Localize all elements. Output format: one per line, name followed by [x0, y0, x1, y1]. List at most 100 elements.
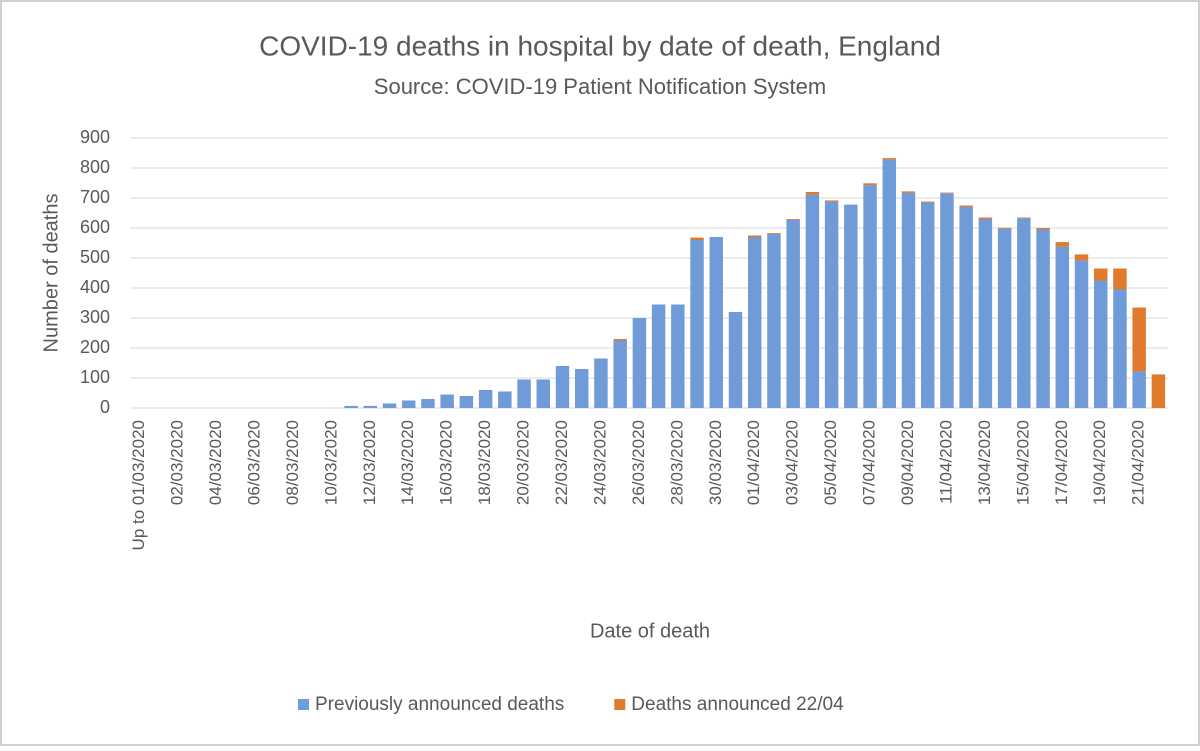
y-tick-label: 200: [80, 337, 110, 357]
bar-segment: [747, 235, 762, 237]
x-tick-label: 09/04/2020: [898, 420, 917, 505]
bar-segment: [805, 192, 820, 195]
bar-segment: [382, 403, 397, 408]
x-tick-label: 05/04/2020: [821, 420, 840, 505]
bar-segment: [363, 405, 378, 408]
x-tick-label: 02/03/2020: [168, 420, 187, 505]
x-tick-label: 10/03/2020: [321, 420, 340, 505]
bar-segment: [478, 390, 493, 408]
bar-segment: [555, 366, 570, 408]
bar-segment: [747, 237, 762, 408]
y-tick-label: 800: [80, 157, 110, 177]
bar-segment: [401, 400, 416, 408]
bar-segment: [1093, 280, 1108, 408]
legend-label: Deaths announced 22/04: [631, 694, 844, 715]
bar-segment: [1036, 229, 1050, 408]
x-tick-label: 30/03/2020: [706, 420, 725, 505]
y-tick-label: 600: [80, 217, 110, 237]
bar-segment: [440, 394, 454, 408]
bar-segment: [421, 399, 435, 408]
bar-segment: [940, 192, 954, 194]
x-tick-label: 08/03/2020: [283, 420, 302, 505]
x-tick-label: 16/03/2020: [437, 420, 456, 505]
bar-segment: [959, 205, 973, 207]
bar-segment: [459, 396, 474, 408]
bar-segment: [863, 185, 877, 408]
bar-segment: [1151, 374, 1166, 408]
x-tick-label: 03/04/2020: [783, 420, 802, 505]
bar-segment: [901, 191, 916, 193]
bar-segment: [1074, 260, 1089, 408]
x-tick-label: 14/03/2020: [398, 420, 417, 505]
bar-segment: [920, 201, 935, 203]
bar-segment: [767, 234, 781, 408]
bar-segment: [978, 219, 993, 408]
y-tick-label: 900: [80, 127, 110, 147]
bar-segment: [844, 204, 858, 408]
bar-segment: [690, 237, 704, 240]
x-tick-label: 24/03/2020: [590, 420, 609, 505]
bar-segment: [1055, 242, 1070, 247]
bar-segment: [594, 358, 608, 408]
bar-segment: [940, 193, 954, 408]
x-tick-label: 11/04/2020: [936, 420, 955, 504]
x-tick-label: 22/03/2020: [552, 420, 571, 505]
bar-segment: [786, 219, 800, 220]
bar-segment: [882, 159, 897, 408]
legend-swatch: [298, 699, 309, 710]
bar-segment: [613, 339, 627, 341]
x-tick-label: 21/04/2020: [1129, 420, 1148, 505]
bar-segment: [997, 227, 1012, 229]
bar-segment: [997, 228, 1012, 408]
y-tick-label: 400: [80, 277, 110, 297]
legend-swatch: [614, 699, 626, 710]
bar-segment: [613, 340, 627, 408]
chart-subtitle: Source: COVID-19 Patient Notification Sy…: [374, 74, 826, 99]
x-axis-title: Date of death: [590, 620, 710, 642]
bar-segment: [1017, 217, 1031, 219]
y-tick-label: 0: [100, 397, 110, 417]
bar-segment: [863, 183, 877, 186]
x-tick-label: 15/04/2020: [1013, 420, 1032, 505]
bar-segment: [671, 304, 685, 408]
bar-segment: [536, 379, 551, 408]
x-tick-label: 01/04/2020: [744, 420, 763, 505]
x-tick-label: 12/03/2020: [360, 420, 379, 505]
y-axis-title: Number of deaths: [40, 194, 62, 353]
bar-segment: [1055, 246, 1070, 408]
bar-segment: [959, 207, 973, 408]
x-tick-label: 04/03/2020: [206, 420, 225, 505]
bar-segment: [632, 318, 647, 408]
bar-segment: [824, 200, 839, 202]
bar-segment: [1132, 307, 1146, 372]
bar-segment: [1093, 268, 1108, 281]
x-tick-label: 13/04/2020: [975, 420, 994, 505]
x-tick-label: 26/03/2020: [629, 420, 648, 505]
legend-label: Previously announced deaths: [315, 694, 564, 715]
bar-segment: [786, 219, 800, 408]
bar-segment: [920, 202, 935, 408]
bar-segment: [344, 405, 358, 408]
x-tick-label: Up to 01/03/2020: [129, 420, 148, 550]
bar-segment: [574, 369, 589, 408]
x-tick-label: 07/04/2020: [860, 420, 879, 505]
bar-segment: [1074, 254, 1089, 261]
bar-segment: [709, 237, 724, 408]
y-tick-label: 700: [80, 187, 110, 207]
bar-segment: [882, 158, 897, 160]
x-tick-label: 19/04/2020: [1090, 420, 1109, 505]
bar-segment: [805, 194, 820, 408]
x-tick-label: 17/04/2020: [1052, 420, 1071, 505]
bar-segment: [651, 304, 666, 408]
bar-segment: [767, 233, 781, 234]
chart-title: COVID-19 deaths in hospital by date of d…: [259, 30, 941, 61]
bar-segment: [824, 201, 839, 408]
x-tick-label: 06/03/2020: [244, 420, 263, 505]
bar-segment: [517, 379, 531, 408]
x-tick-label: 28/03/2020: [667, 420, 686, 505]
y-tick-label: 300: [80, 307, 110, 327]
bar-segment: [901, 192, 916, 408]
y-tick-label: 100: [80, 367, 110, 387]
y-tick-label: 500: [80, 247, 110, 267]
